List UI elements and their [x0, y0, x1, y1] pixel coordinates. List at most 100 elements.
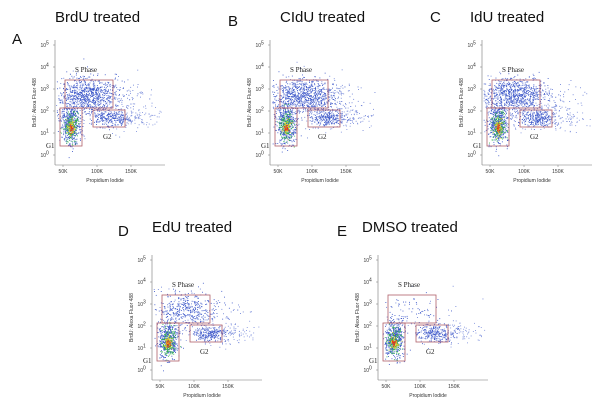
- dot: [65, 134, 67, 136]
- dot: [532, 111, 534, 113]
- dot: [511, 84, 512, 85]
- dot: [277, 132, 279, 134]
- dot: [501, 105, 503, 107]
- dot: [373, 114, 374, 116]
- dot: [106, 84, 108, 86]
- dot: [322, 99, 324, 101]
- dot: [506, 89, 508, 90]
- dot: [288, 122, 290, 123]
- dot: [70, 125, 72, 127]
- dot: [72, 87, 74, 89]
- dot: [65, 130, 67, 132]
- dot: [67, 120, 69, 122]
- dot: [100, 102, 102, 104]
- dot: [71, 141, 73, 142]
- dot: [78, 100, 80, 102]
- dot: [66, 82, 68, 84]
- dot: [67, 122, 69, 124]
- dot: [115, 93, 117, 95]
- dot: [333, 94, 335, 96]
- dot: [295, 120, 297, 122]
- dot: [322, 94, 324, 96]
- dot: [275, 130, 277, 131]
- dot: [73, 76, 75, 78]
- dot: [79, 138, 81, 140]
- dot: [513, 91, 514, 93]
- dot: [293, 131, 295, 132]
- dot: [106, 84, 108, 86]
- dot: [288, 126, 290, 128]
- dot: [94, 86, 96, 88]
- dot: [280, 86, 282, 88]
- dot: [501, 102, 503, 104]
- dot: [358, 117, 360, 119]
- dot: [321, 89, 322, 90]
- dot: [278, 104, 280, 106]
- dot: [487, 93, 489, 95]
- dot: [500, 103, 501, 105]
- dot: [339, 101, 341, 103]
- dot: [291, 75, 293, 77]
- dot: [74, 93, 75, 95]
- dot: [297, 92, 299, 94]
- dot: [515, 88, 516, 90]
- dot: [90, 101, 92, 103]
- dot: [290, 97, 292, 99]
- dot: [529, 105, 531, 106]
- dot: [117, 119, 119, 121]
- dot: [530, 103, 532, 105]
- dot: [66, 97, 68, 99]
- dot: [319, 115, 321, 117]
- dot: [521, 94, 523, 96]
- dot: [332, 121, 334, 123]
- dot: [280, 143, 282, 144]
- dot: [318, 93, 320, 95]
- dot: [273, 108, 274, 110]
- dot: [286, 129, 288, 131]
- dot: [312, 101, 314, 103]
- dot: [523, 102, 525, 104]
- dot: [126, 115, 128, 117]
- dot: [87, 100, 89, 101]
- dot: [307, 109, 309, 110]
- dot: [316, 93, 317, 94]
- dot: [120, 122, 122, 124]
- dot: [112, 88, 113, 90]
- dot: [138, 116, 139, 118]
- dot: [507, 106, 509, 107]
- dot: [284, 103, 286, 105]
- dot: [72, 125, 74, 127]
- dot: [516, 100, 518, 102]
- dot: [520, 89, 522, 91]
- dot: [522, 82, 524, 84]
- dot: [59, 102, 61, 104]
- dot: [522, 114, 524, 116]
- dot: [278, 129, 280, 130]
- dot: [87, 104, 89, 106]
- dot: [535, 89, 537, 91]
- dot: [97, 101, 99, 103]
- dot: [280, 119, 282, 121]
- dot: [75, 116, 76, 117]
- dot: [108, 115, 110, 117]
- dot: [523, 88, 525, 90]
- dot: [79, 106, 81, 107]
- dot: [106, 118, 108, 120]
- dot: [83, 135, 85, 137]
- dot: [275, 96, 277, 97]
- dot: [311, 81, 313, 83]
- dot: [490, 104, 492, 105]
- dot: [319, 91, 321, 92]
- dot: [314, 92, 315, 94]
- dot: [336, 126, 338, 127]
- dot: [298, 112, 300, 114]
- dot: [311, 116, 313, 117]
- dot: [334, 123, 335, 125]
- dot: [528, 114, 530, 116]
- dot: [138, 124, 140, 126]
- dot: [286, 137, 288, 138]
- dot: [91, 89, 93, 91]
- dot: [120, 123, 122, 125]
- dot: [272, 101, 274, 103]
- dot: [315, 101, 317, 103]
